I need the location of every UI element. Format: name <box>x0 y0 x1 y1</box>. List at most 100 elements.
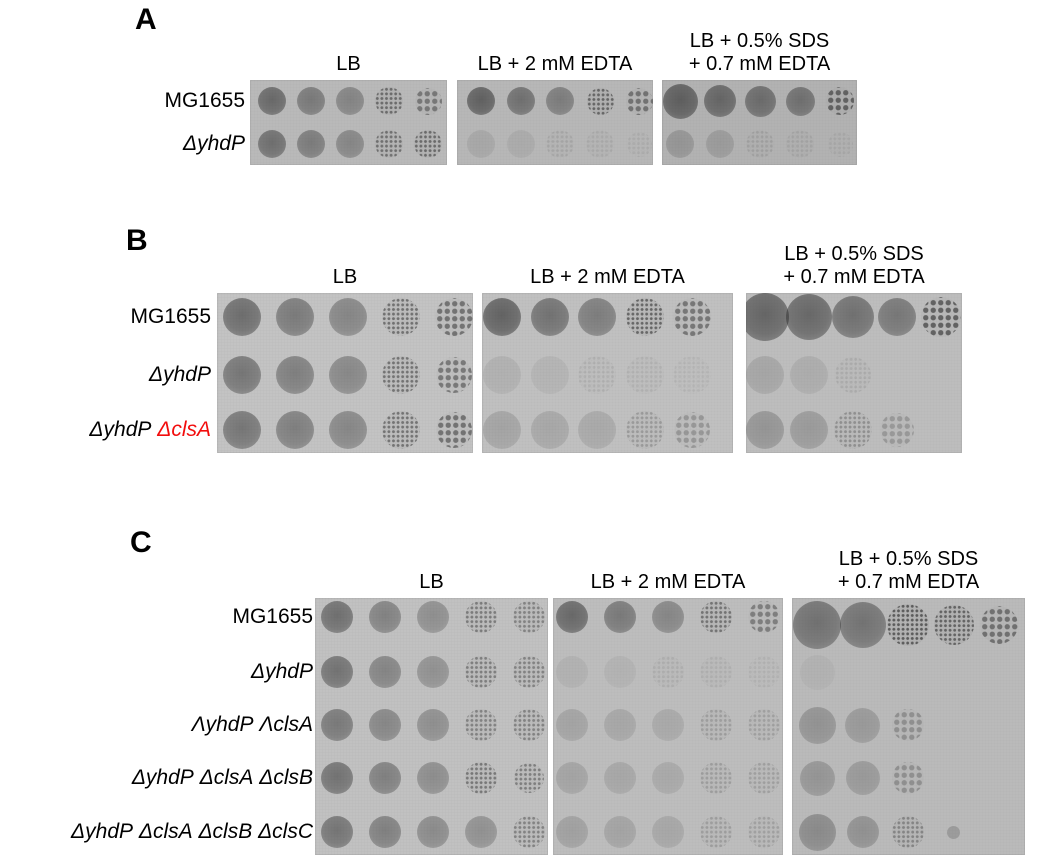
colony-spot <box>652 656 684 688</box>
plate-header-line: LB <box>332 266 358 288</box>
agar-plate <box>217 293 473 453</box>
strain-label-segment: ΔclsB <box>198 820 253 843</box>
colony-spot <box>673 356 711 394</box>
colony-spot <box>530 298 569 336</box>
colony-spot <box>369 601 401 633</box>
panel-letter-b: B <box>126 224 148 257</box>
colony-spot <box>467 130 495 158</box>
colony-spot <box>625 411 664 449</box>
colony-spot <box>748 656 780 688</box>
strain-label-segment: ΔclsA <box>138 820 193 843</box>
colony-spot <box>586 130 615 158</box>
colony-spot <box>673 298 711 336</box>
colony-spot <box>414 130 442 158</box>
colony-spot <box>887 604 929 646</box>
strain-label: MG1655 <box>232 605 313 629</box>
plate-header-line: LB + 0.5% SDS <box>784 243 924 265</box>
colony-spot <box>321 816 353 848</box>
colony-spot <box>530 411 569 449</box>
colony-spot <box>744 85 776 117</box>
colony-spot <box>834 411 872 449</box>
colony-spot <box>626 87 653 115</box>
colony-spot <box>436 357 472 393</box>
colony-spot <box>329 356 367 394</box>
colony-spot <box>748 709 780 741</box>
agar-plate <box>662 80 857 165</box>
strain-label-segment: ΔclsA <box>157 418 211 441</box>
strain-label: ΔyhdP ΔclsA ΔclsB <box>132 766 313 790</box>
colony-spot <box>513 656 545 688</box>
plate-header: LB + 2 mM EDTA <box>452 266 763 289</box>
colony-spot <box>297 130 325 158</box>
colony-spot <box>604 601 636 633</box>
colony-spot <box>556 656 588 688</box>
colony-spot <box>798 813 836 851</box>
colony-spot <box>799 654 835 690</box>
strain-label-segment: ΛclsA <box>259 713 313 736</box>
colony-spot <box>748 816 780 848</box>
plate-header-line: + 0.7 mM EDTA <box>688 53 831 75</box>
colony-spot <box>556 709 588 741</box>
colony-spot <box>786 130 814 158</box>
colony-spot <box>465 709 497 741</box>
colony-spot <box>625 356 664 394</box>
strain-label-segment: ΔyhdP <box>71 820 134 843</box>
colony-spot <box>414 87 442 115</box>
colony-spot <box>878 298 916 336</box>
colony-spot <box>586 87 614 115</box>
colony-spot <box>465 816 497 848</box>
strain-label-segment: ΔyhdP <box>131 766 194 789</box>
plate-header: LB <box>285 571 578 594</box>
colony-spot <box>700 601 732 633</box>
plate-header: LB + 0.5% SDS + 0.7 mM EDTA <box>716 243 992 289</box>
colony-spot <box>625 298 664 336</box>
colony-spot <box>514 763 544 793</box>
colony-spot <box>276 298 314 336</box>
colony-spot <box>921 297 961 337</box>
colony-spot <box>700 656 732 688</box>
colony-spot <box>513 601 545 633</box>
plate-header-line: + 0.7 mM EDTA <box>783 266 925 288</box>
colony-spot <box>530 356 569 394</box>
strain-label: ΔyhdP <box>149 363 211 387</box>
colony-spot <box>578 298 616 336</box>
colony-spot <box>700 762 732 794</box>
colony-spot <box>483 298 521 336</box>
colony-spot <box>223 411 261 449</box>
colony-spot <box>382 356 420 394</box>
colony-spot <box>329 298 367 336</box>
colony-spot <box>604 762 636 794</box>
colony-spot <box>465 656 497 688</box>
colony-spot <box>276 411 314 449</box>
colony-spot <box>382 411 420 449</box>
colony-spot <box>793 601 841 649</box>
colony-spot <box>835 357 871 393</box>
colony-spot <box>436 412 472 448</box>
colony-spot <box>652 762 684 794</box>
colony-spot <box>375 130 403 158</box>
colony-spot <box>417 656 449 688</box>
colony-spot <box>417 601 449 633</box>
colony-spot <box>506 130 535 158</box>
colony-spot <box>321 762 353 794</box>
colony-spot <box>746 130 774 158</box>
strain-label-segment: MG1655 <box>232 605 313 628</box>
plate-header-line: LB <box>419 571 444 593</box>
strain-label-segment: ΔyhdP <box>183 132 245 155</box>
strain-label-segment: ΛyhdP <box>191 713 254 736</box>
strain-label-segment: MG1655 <box>130 305 211 328</box>
colony-spot <box>506 87 535 115</box>
colony-spot <box>223 356 261 394</box>
strain-label-segment: ΔclsA <box>199 766 254 789</box>
strain-label-segment: ΔyhdP <box>89 418 152 441</box>
colony-spot <box>746 356 784 394</box>
colony-spot <box>435 298 473 336</box>
colony-spot <box>546 87 575 115</box>
colony-spot <box>513 709 545 741</box>
strain-label-segment: ΔyhdP <box>149 363 211 386</box>
plate-header-line: LB + 2 mM EDTA <box>477 53 633 75</box>
colony-spot <box>513 816 545 848</box>
colony-spot <box>785 86 815 116</box>
